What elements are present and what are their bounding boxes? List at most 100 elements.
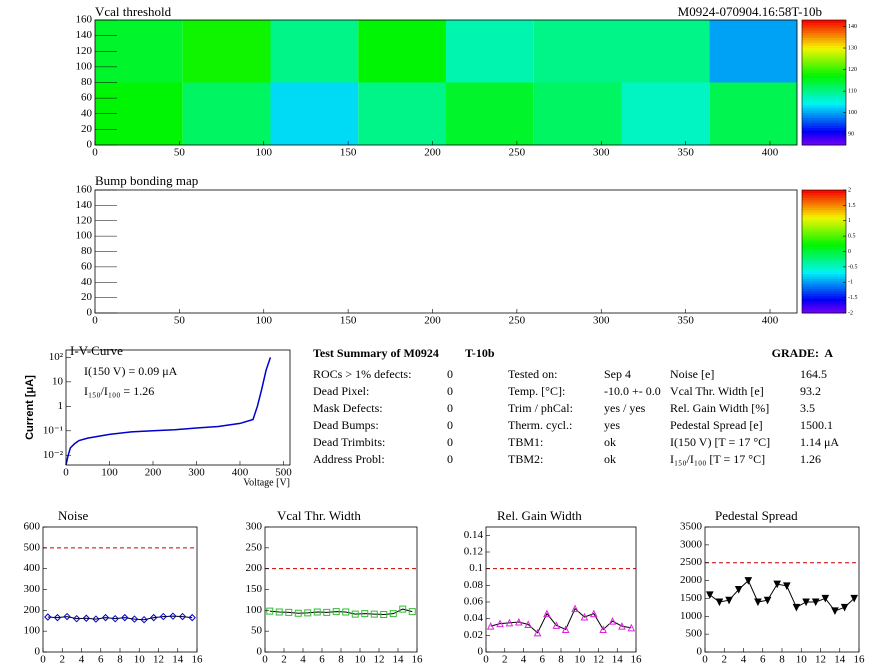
marker <box>734 586 743 594</box>
colorbar-segment <box>802 67 846 71</box>
x-tick-label: 16 <box>854 654 866 666</box>
summary-label: TBM1: <box>508 435 543 449</box>
y-tick-label: 0.12 <box>464 546 483 558</box>
marker <box>408 608 416 616</box>
x-tick-label: 0 <box>40 654 46 666</box>
colorbar-segment <box>802 92 846 96</box>
marker <box>571 604 579 613</box>
colorbar-segment <box>802 266 846 270</box>
chart-title: Pedestal Spread <box>715 508 798 523</box>
colorbar-segment <box>802 273 846 277</box>
y-tick-label: 40 <box>81 276 93 288</box>
colorbar-segment <box>802 295 846 299</box>
marker <box>627 623 636 632</box>
y-tick-label: 20 <box>81 123 93 135</box>
colorbar-segment <box>802 27 846 31</box>
marker <box>389 610 397 618</box>
colorbar-segment <box>802 241 846 245</box>
y-tick-label: 0 <box>87 139 93 151</box>
y-tick-label: 3000 <box>680 538 703 550</box>
colorbar-segment <box>802 57 846 61</box>
y-tick-label: 160 <box>76 14 93 26</box>
colorbar-segment <box>802 65 846 68</box>
colorbar-segment <box>802 107 846 111</box>
colorbar-segment <box>802 105 846 108</box>
colorbar-segment <box>802 117 846 121</box>
y-tick-label: 2000 <box>680 574 703 586</box>
marker <box>82 614 91 622</box>
colorbar-segment <box>802 256 846 260</box>
y-tick-label: 2500 <box>680 556 703 568</box>
x-tick-label: 50 <box>174 315 186 327</box>
y-tick-label: 400 <box>24 562 41 574</box>
colorbar-segment <box>802 199 846 203</box>
y-tick-label: 0.1 <box>469 562 483 574</box>
summary-value: 1500.1 <box>800 418 833 432</box>
summary-label: ROCs > 1% defects: <box>313 367 411 381</box>
marker <box>802 598 810 607</box>
y-tick-label: 0 <box>257 646 263 658</box>
marker <box>773 580 781 589</box>
colorbar-segment <box>802 197 846 201</box>
y-tick-label: 140 <box>76 29 93 41</box>
y-tick-label: 200 <box>24 604 41 616</box>
colorbar-segment <box>802 278 846 282</box>
marker <box>285 608 293 616</box>
x-tick-label: 12 <box>374 654 385 666</box>
y-tick-label: 120 <box>76 45 93 57</box>
summary-value: -10.0 +- 0.0 <box>604 384 661 398</box>
summary-label: Vcal Thr. Width [e] <box>670 384 764 398</box>
colorbar-segment <box>802 300 846 304</box>
summary-label: Dead Pixel: <box>313 384 369 398</box>
x-tick-label: 300 <box>593 147 610 159</box>
y-tick-label: 0.04 <box>464 612 484 624</box>
colorbar-segment <box>802 244 846 248</box>
colorbar-segment <box>802 35 846 38</box>
x-tick-label: 200 <box>424 315 441 327</box>
summary-label: I(150 V) [T = 17 °C] <box>670 435 770 449</box>
colorbar-segment <box>802 125 846 128</box>
x-tick-label: 12 <box>153 654 164 666</box>
x-tick-label: 50 <box>174 147 186 159</box>
y-tick-label: 10 <box>52 375 64 387</box>
y-tick-label: 120 <box>76 214 93 226</box>
x-tick-label: 14 <box>393 654 405 666</box>
summary-label: Tested on: <box>508 367 557 381</box>
summary-value: 1.14 μA <box>800 435 839 449</box>
x-tick-label: 200 <box>145 467 162 479</box>
x-tick-label: 16 <box>412 654 424 666</box>
colorbar-segment <box>802 194 846 198</box>
colorbar-segment <box>802 276 846 280</box>
marker <box>130 615 139 623</box>
x-tick-label: 200 <box>424 147 441 159</box>
summary-label: Dead Trimbits: <box>313 435 385 449</box>
colorbar-segment <box>802 140 846 143</box>
summary-label: Noise [e] <box>670 367 714 381</box>
marker <box>72 614 81 623</box>
y-tick-label: 10⁻¹ <box>43 424 63 436</box>
colorbar-tick-label: 110 <box>848 88 857 94</box>
x-tick-label: 250 <box>509 315 526 327</box>
marker <box>496 619 504 628</box>
colorbar-segment <box>802 224 846 228</box>
y-tick-label: 250 <box>246 541 263 553</box>
y-tick-label: 50 <box>251 625 263 637</box>
colorbar-tick-label: -1.5 <box>848 295 858 301</box>
colorbar-segment <box>802 95 846 98</box>
summary-label: Rel. Gain Width [%] <box>670 401 769 415</box>
marker <box>266 607 274 615</box>
colorbar-segment <box>802 209 846 213</box>
chart-title: Bump bonding map <box>95 173 198 188</box>
colorbar-tick-label: 140 <box>848 24 857 30</box>
x-tick-label: 300 <box>188 467 205 479</box>
chart-title: Vcal Thr. Width <box>277 508 361 523</box>
colorbar-segment <box>802 202 846 206</box>
colorbar-segment <box>802 219 846 223</box>
marker <box>505 618 514 627</box>
y-tick-label: 0 <box>35 646 41 658</box>
colorbar-segment <box>802 190 846 193</box>
annotation: I₁₅₀/I₁₀₀ = 1.26 <box>84 384 154 398</box>
y-tick-label: 10² <box>49 351 64 363</box>
x-tick-label: 4 <box>741 654 747 666</box>
